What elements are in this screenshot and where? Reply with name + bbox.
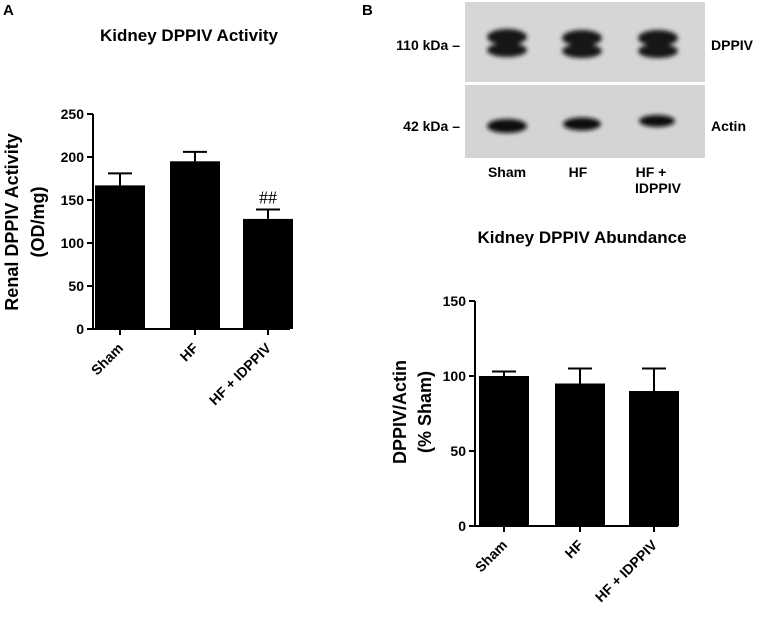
activity-y-tick-label-150: 150	[61, 192, 85, 208]
abundance-bar-hf-idppiv	[629, 391, 679, 526]
marker-42kda: 42 kDa –	[403, 118, 460, 134]
activity-x-tick-label-hf-idppiv: HF + IDPPIV	[206, 339, 275, 408]
dppiv-band-hf-idppiv-upper	[638, 30, 678, 46]
lane-label-sham: Sham	[488, 164, 526, 180]
activity-y-tick-label-100: 100	[61, 235, 85, 251]
activity-chart-title: Kidney DPPIV Activity	[100, 26, 278, 45]
abundance-x-tick-label-hf: HF	[562, 536, 587, 561]
abundance-bar-sham	[479, 376, 529, 526]
activity-chart: Kidney DPPIV Activity Renal DPPIV Activit…	[2, 26, 293, 408]
protein-label-dppiv: DPPIV	[711, 37, 754, 53]
abundance-chart: Kidney DPPIV Abundance DPPIV/Actin (% Sham…	[390, 228, 687, 605]
activity-x-tick-label-sham: Sham	[88, 340, 126, 378]
actin-band-hf-idppiv	[639, 115, 675, 127]
actin-band-hf	[563, 117, 601, 131]
dppiv-band-hf-upper	[562, 30, 602, 46]
dppiv-band-hf-idppiv-lower	[638, 44, 678, 58]
abundance-y-axis-label-line-1: DPPIV/Actin	[390, 360, 410, 464]
abundance-y-axis-label-line-2: (% Sham)	[415, 371, 435, 453]
activity-bar-hf	[170, 161, 220, 329]
activity-bar-sham	[95, 185, 145, 329]
abundance-y-tick-label-150: 150	[443, 293, 467, 309]
abundance-bar-hf	[555, 383, 605, 526]
actin-band-sham	[487, 119, 527, 133]
dppiv-band-sham-lower	[487, 43, 527, 57]
activity-y-tick-label-0: 0	[76, 321, 84, 337]
dppiv-band-sham-upper	[487, 29, 527, 45]
abundance-x-tick-label-hf-idppiv: HF + IDPPIV	[592, 536, 661, 605]
western-blot: 110 kDa – 42 kDa – DPPIV Actin Sham HF H…	[396, 2, 754, 196]
dppiv-bands	[487, 29, 678, 58]
abundance-chart-title: Kidney DPPIV Abundance	[477, 228, 686, 247]
panel-letter-b: B	[362, 2, 373, 19]
lane-label-hf: HF	[569, 164, 588, 180]
activity-y-tick-label-50: 50	[68, 278, 84, 294]
abundance-y-tick-label-100: 100	[443, 368, 467, 384]
activity-bar-hf-idppiv	[243, 218, 293, 329]
abundance-y-tick-label-0: 0	[458, 518, 466, 534]
protein-label-actin: Actin	[711, 118, 746, 134]
abundance-y-tick-label-50: 50	[450, 443, 466, 459]
actin-bands	[487, 115, 675, 133]
abundance-x-tick-label-sham: Sham	[472, 537, 510, 575]
activity-y-tick-label-250: 250	[61, 106, 85, 122]
activity-x-tick-label-hf: HF	[177, 339, 202, 364]
lane-label-idppiv: IDPPIV	[635, 180, 682, 196]
marker-110kda: 110 kDa –	[396, 37, 460, 53]
dppiv-band-hf-lower	[562, 44, 602, 58]
activity-y-tick-label-200: 200	[61, 149, 85, 165]
activity-significance-annotation-hf-idppiv: ##	[259, 187, 277, 207]
panel-letter-a: A	[3, 2, 14, 19]
lane-label-hf-plus: HF +	[636, 164, 667, 180]
activity-y-axis-label-line-1: Renal DPPIV Activity	[2, 133, 22, 310]
activity-y-axis-label-line-2: (OD/mg)	[28, 187, 48, 258]
